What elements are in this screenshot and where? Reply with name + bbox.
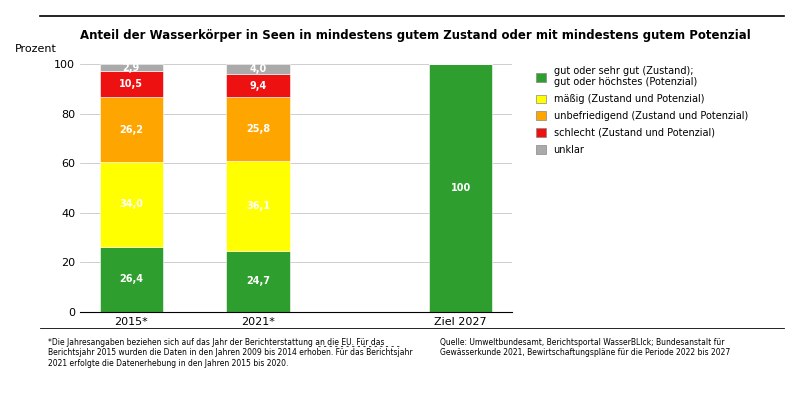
Text: Prozent: Prozent bbox=[15, 44, 57, 54]
Bar bbox=[100, 162, 163, 246]
Bar bbox=[100, 64, 163, 71]
Text: 100: 100 bbox=[450, 183, 471, 193]
Bar bbox=[226, 251, 290, 312]
Text: 24,7: 24,7 bbox=[246, 276, 270, 286]
Text: 34,0: 34,0 bbox=[119, 199, 143, 209]
Bar bbox=[226, 74, 290, 97]
Text: 9,4: 9,4 bbox=[250, 80, 266, 90]
Bar bbox=[100, 97, 163, 162]
Text: 25,8: 25,8 bbox=[246, 124, 270, 134]
Bar bbox=[226, 64, 290, 74]
Text: 36,1: 36,1 bbox=[246, 201, 270, 211]
Text: Quelle: Umweltbundesamt, Berichtsportal WasserBLIck; Bundesanstalt für
Gewässerk: Quelle: Umweltbundesamt, Berichtsportal … bbox=[440, 338, 730, 358]
Legend: gut oder sehr gut (Zustand);
gut oder höchstes (Potenzial), mäßig (Zustand und P: gut oder sehr gut (Zustand); gut oder hö… bbox=[534, 64, 750, 157]
Bar bbox=[100, 71, 163, 97]
Bar bbox=[429, 64, 492, 312]
Bar bbox=[226, 161, 290, 251]
Bar bbox=[100, 246, 163, 312]
Text: *Die Jahresangaben beziehen sich auf das Jahr der Berichterstattung an die EU. F: *Die Jahresangaben beziehen sich auf das… bbox=[48, 338, 413, 368]
Text: - - - - - - - - - - - - - - -: - - - - - - - - - - - - - - - bbox=[318, 342, 400, 351]
Text: 4,0: 4,0 bbox=[250, 64, 266, 74]
Text: Anteil der Wasserkörper in Seen in mindestens gutem Zustand oder mit mindestens : Anteil der Wasserkörper in Seen in minde… bbox=[80, 29, 750, 42]
Bar bbox=[226, 97, 290, 161]
Text: 2,9: 2,9 bbox=[122, 62, 140, 72]
Text: 26,4: 26,4 bbox=[119, 274, 143, 284]
Text: 26,2: 26,2 bbox=[119, 125, 143, 135]
Text: 10,5: 10,5 bbox=[119, 79, 143, 89]
